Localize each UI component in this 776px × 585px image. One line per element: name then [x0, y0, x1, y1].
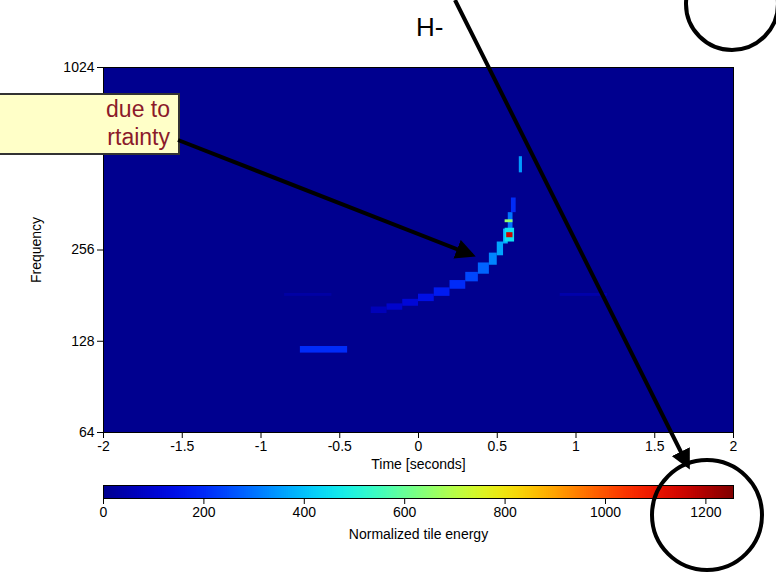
- html-text:rtainty: rtainty: [107, 124, 170, 150]
- html-text:due to: due to: [106, 96, 170, 122]
- svg-text:1000: 1000: [590, 504, 621, 520]
- svg-text:-0.5: -0.5: [328, 438, 352, 454]
- svg-text:0: 0: [415, 438, 423, 454]
- svg-text:1200: 1200: [690, 504, 721, 520]
- svg-text:0: 0: [100, 504, 108, 520]
- svg-text:-1: -1: [255, 438, 268, 454]
- svg-text:-1.5: -1.5: [170, 438, 194, 454]
- svg-text:2: 2: [730, 438, 738, 454]
- svg-text:800: 800: [493, 504, 517, 520]
- svg-text:1024: 1024: [63, 59, 94, 75]
- svg-text:-2: -2: [97, 438, 110, 454]
- html-text:H-: H-: [416, 12, 444, 42]
- svg-text:1: 1: [572, 438, 580, 454]
- svg-text:Normalized tile energy: Normalized tile energy: [349, 526, 488, 542]
- svg-text:256: 256: [71, 241, 95, 257]
- svg-text:128: 128: [71, 333, 95, 349]
- svg-text:0.5: 0.5: [488, 438, 508, 454]
- svg-text:200: 200: [192, 504, 216, 520]
- svg-text:400: 400: [293, 504, 317, 520]
- svg-text:64: 64: [79, 424, 95, 440]
- svg-text:Frequency: Frequency: [28, 217, 44, 283]
- svg-text:600: 600: [393, 504, 417, 520]
- svg-text:1.5: 1.5: [645, 438, 665, 454]
- svg-text:Time [seconds]: Time [seconds]: [371, 456, 465, 472]
